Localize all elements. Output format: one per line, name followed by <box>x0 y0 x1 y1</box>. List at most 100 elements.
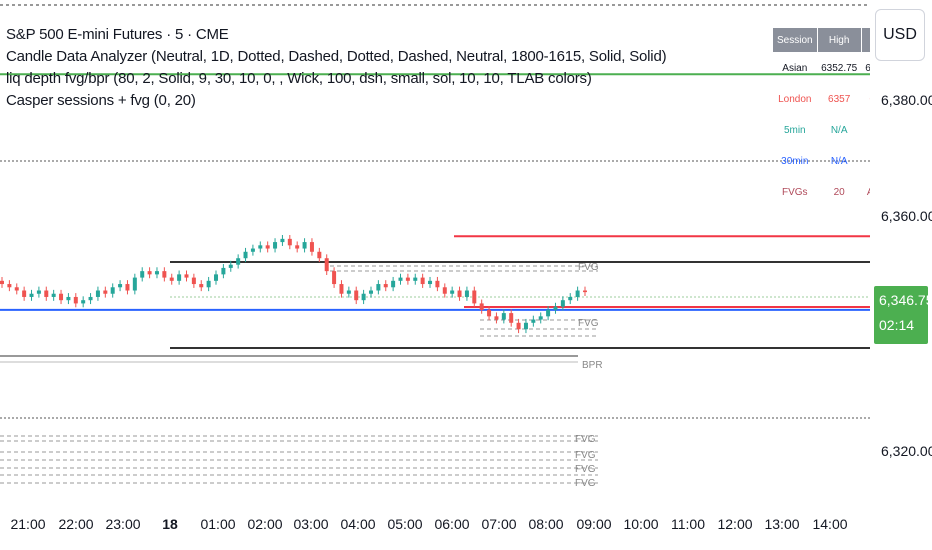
candle-body <box>184 274 189 278</box>
candle-body <box>36 290 41 294</box>
candle-body <box>575 290 580 297</box>
candle-body <box>169 277 174 281</box>
indicator-liq-depth[interactable]: liq depth fvg/bpr (80, 2, Solid, 9, 30, … <box>6 70 592 87</box>
candle-body <box>383 284 388 288</box>
candle-body <box>0 280 4 285</box>
candle-body <box>258 245 263 249</box>
time-tick: 01:00 <box>200 516 236 532</box>
chart-legend: S&P 500 E-mini Futures · 5 · CME Candle … <box>6 24 667 112</box>
price-chart[interactable]: FVG FVG BPR FVG FVG FVG FVG <box>0 0 870 510</box>
candle-body <box>435 280 440 288</box>
candle-body <box>66 296 71 301</box>
candle-body <box>324 258 329 272</box>
indicator-casper-sessions[interactable]: Casper sessions + fvg (0, 20) <box>6 92 196 109</box>
candle-body <box>295 245 300 249</box>
candle-body <box>346 290 351 294</box>
candle-body <box>494 316 499 320</box>
price-tick: 6,380.00 <box>881 92 932 108</box>
session-cell-session: 30min <box>781 156 809 167</box>
candle-body <box>206 280 211 288</box>
candle-body <box>405 277 410 281</box>
candle-body <box>368 290 373 294</box>
candle-body <box>391 280 396 288</box>
currency-button[interactable]: USD <box>875 9 925 61</box>
time-tick: 18 <box>162 516 178 532</box>
candle-body <box>243 251 248 259</box>
fvg-label: FVG <box>575 450 596 461</box>
session-cell-session: Asian <box>782 63 808 74</box>
candle-body <box>140 271 145 278</box>
candle-body <box>265 245 270 249</box>
candle-body <box>538 316 543 320</box>
price-tick: 6,320.00 <box>881 443 932 459</box>
candle-body <box>516 322 521 330</box>
time-tick: 08:00 <box>528 516 564 532</box>
time-tick: 12:00 <box>717 516 753 532</box>
candle-body <box>81 300 86 304</box>
candle-body <box>110 287 115 294</box>
last-price-label: 6,346.75 02:14 <box>874 286 932 344</box>
candle-body <box>51 293 56 297</box>
candle-body <box>132 277 137 291</box>
candle-body <box>273 242 278 249</box>
session-cell-high: N/A <box>830 156 848 167</box>
time-tick: 22:00 <box>58 516 94 532</box>
fvg-label: FVG <box>578 318 599 329</box>
candle-body <box>583 290 587 293</box>
candle-body <box>560 300 565 307</box>
candle-body <box>339 284 344 294</box>
candle-body <box>317 251 322 259</box>
time-tick: 13:00 <box>764 516 800 532</box>
last-price-value: 6,346.75 <box>879 292 932 308</box>
fvg-label: FVG <box>578 262 599 273</box>
table-header-high: High <box>816 27 862 53</box>
time-tick: 14:00 <box>812 516 848 532</box>
time-axis[interactable]: 21:00 22:00 23:00 18 01:00 02:00 03:00 04:00 05:… <box>0 510 870 550</box>
candle-body <box>125 284 130 291</box>
candle-body <box>287 238 292 246</box>
candle-body <box>546 309 551 317</box>
candle-body <box>44 290 49 297</box>
session-cell-high: N/A <box>830 125 848 136</box>
bpr-label: BPR <box>582 360 603 371</box>
session-cell-session: FVGs <box>782 187 808 198</box>
fvg-label: FVG <box>575 478 596 489</box>
time-tick: 02:00 <box>247 516 283 532</box>
candle-body <box>501 313 506 320</box>
session-cell-high: 6357 <box>828 94 851 105</box>
candle-body <box>14 287 19 291</box>
candle-body <box>88 296 93 301</box>
time-tick: 23:00 <box>105 516 141 532</box>
candle-body <box>214 274 219 281</box>
candle-body <box>442 287 447 294</box>
session-cell-session: 5min <box>783 125 806 136</box>
time-tick: 05:00 <box>387 516 423 532</box>
candle-body <box>464 290 469 297</box>
price-tick: 6,360.00 <box>881 208 932 224</box>
time-tick: 03:00 <box>293 516 329 532</box>
candle-body <box>361 293 366 301</box>
candle-body <box>523 322 528 330</box>
candle-body <box>95 290 100 297</box>
candle-body <box>250 248 255 252</box>
candle-body <box>7 284 12 288</box>
candle-body <box>354 290 359 301</box>
time-tick: 09:00 <box>576 516 612 532</box>
candle-body <box>59 293 64 301</box>
candle-body <box>103 290 108 294</box>
price-axis[interactable]: 6,380.00 6,360.00 6,320.00 <box>870 0 932 510</box>
candle-body <box>398 277 403 281</box>
candle-body <box>199 284 204 288</box>
candle-body <box>420 277 425 285</box>
candle-body <box>450 290 455 294</box>
candle-body <box>509 313 514 323</box>
chart-area[interactable]: FVG FVG BPR FVG FVG FVG FVG S&P 500 E-mi… <box>0 0 901 510</box>
indicator-candle-data-analyzer[interactable]: Candle Data Analyzer (Neutral, 1D, Dotte… <box>6 48 667 65</box>
candle-body <box>191 277 196 285</box>
candle-body <box>280 238 285 243</box>
candle-body <box>147 271 152 275</box>
symbol-title[interactable]: S&P 500 E-mini Futures · 5 · CME <box>6 26 229 43</box>
fvg-label: FVG <box>575 434 596 445</box>
candle-body <box>472 290 477 304</box>
candle-body <box>22 290 27 297</box>
